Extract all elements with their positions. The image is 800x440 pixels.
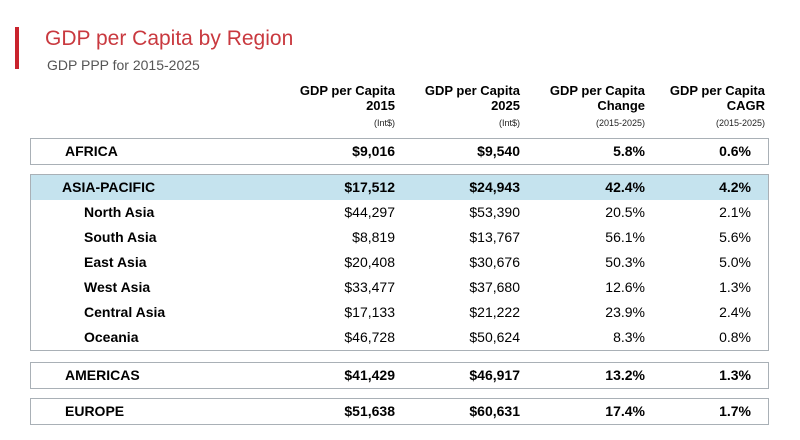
table-cell: 0.6% xyxy=(719,143,751,159)
table-cell: $8,819 xyxy=(352,229,395,245)
column-header-line2: 2025 xyxy=(491,98,520,113)
column-header-unit: (2015-2025) xyxy=(595,118,645,128)
table-cell: $9,540 xyxy=(477,143,520,159)
table-cell: $17,133 xyxy=(344,304,395,320)
column-header-gdp-2025: GDP per Capita 2025 (Int$) xyxy=(390,83,520,131)
column-header-unit: (2015-2025) xyxy=(715,118,765,128)
subregion-label: Oceania xyxy=(84,329,139,345)
region-block-africa: AFRICA $9,016 $9,540 5.8% 0.6% xyxy=(30,138,769,165)
table-cell: 42.4% xyxy=(605,179,645,195)
chart-subtitle: GDP PPP for 2015-2025 xyxy=(47,57,200,73)
table-cell: $13,767 xyxy=(469,229,520,245)
table-cell: $30,676 xyxy=(469,254,520,270)
region-row: AMERICAS $41,429 $46,917 13.2% 1.3% xyxy=(31,363,768,388)
region-label: EUROPE xyxy=(65,403,125,419)
subregion-label: East Asia xyxy=(84,254,147,270)
table-cell: $53,390 xyxy=(469,204,520,220)
table-cell: 1.3% xyxy=(719,367,751,383)
table-cell: 8.3% xyxy=(613,329,645,345)
column-header-line1: GDP per Capita xyxy=(669,83,765,98)
chart-title: GDP per Capita by Region xyxy=(45,27,294,50)
region-row: AFRICA $9,016 $9,540 5.8% 0.6% xyxy=(31,139,768,164)
column-header-unit: (Int$) xyxy=(373,118,395,128)
table-cell: $50,624 xyxy=(469,329,520,345)
table-cell: $51,638 xyxy=(344,403,395,419)
table-cell: 5.6% xyxy=(719,229,751,245)
table-cell: 1.3% xyxy=(719,279,751,295)
region-label: AFRICA xyxy=(65,143,118,159)
table-cell: $21,222 xyxy=(469,304,520,320)
subregion-label: West Asia xyxy=(84,279,151,295)
column-header-line2: CAGR xyxy=(726,98,765,113)
column-header-line2: 2015 xyxy=(366,98,395,113)
table-cell: $33,477 xyxy=(344,279,395,295)
region-block-americas: AMERICAS $41,429 $46,917 13.2% 1.3% xyxy=(30,362,769,389)
region-block-asia-pacific: ASIA-PACIFIC $17,512 $24,943 42.4% 4.2% North… xyxy=(30,174,769,351)
column-header-cagr: GDP per Capita CAGR (2015-2025) xyxy=(635,83,765,131)
table-cell: 23.9% xyxy=(605,304,645,320)
region-label: ASIA-PACIFIC xyxy=(62,179,156,195)
table-cell: $44,297 xyxy=(344,204,395,220)
column-header-line1: GDP per Capita xyxy=(424,83,520,98)
subregion-label: Central Asia xyxy=(84,304,166,320)
table-cell: 50.3% xyxy=(605,254,645,270)
subregion-row: South Asia $8,819 $13,767 56.1% 5.6% xyxy=(31,225,768,250)
title-accent-bar xyxy=(15,27,19,69)
table-cell: 5.8% xyxy=(613,143,645,159)
table-cell: 17.4% xyxy=(605,403,645,419)
table-cell: 2.1% xyxy=(719,204,751,220)
column-header-gdp-2015: GDP per Capita 2015 (Int$) xyxy=(265,83,395,131)
column-header-line2: Change xyxy=(597,98,645,113)
subregion-label: North Asia xyxy=(84,204,155,220)
subregion-row: Central Asia $17,133 $21,222 23.9% 2.4% xyxy=(31,300,768,325)
table-cell: $41,429 xyxy=(344,367,395,383)
table-cell: $37,680 xyxy=(469,279,520,295)
region-row: EUROPE $51,638 $60,631 17.4% 1.7% xyxy=(31,399,768,424)
column-header-change: GDP per Capita Change (2015-2025) xyxy=(515,83,645,131)
table-cell: $20,408 xyxy=(344,254,395,270)
column-header-line1: GDP per Capita xyxy=(549,83,645,98)
table-cell: $46,917 xyxy=(469,367,520,383)
column-header-unit: (Int$) xyxy=(498,118,520,128)
table-cell: 1.7% xyxy=(719,403,751,419)
region-block-europe: EUROPE $51,638 $60,631 17.4% 1.7% xyxy=(30,398,769,425)
table-cell: 56.1% xyxy=(605,229,645,245)
table-cell: 13.2% xyxy=(605,367,645,383)
subregion-row: East Asia $20,408 $30,676 50.3% 5.0% xyxy=(31,250,768,275)
region-row: ASIA-PACIFIC $17,512 $24,943 42.4% 4.2% xyxy=(31,175,768,200)
table-cell: $9,016 xyxy=(352,143,395,159)
subregion-row: Oceania $46,728 $50,624 8.3% 0.8% xyxy=(31,325,768,350)
subregion-row: North Asia $44,297 $53,390 20.5% 2.1% xyxy=(31,200,768,225)
subregion-label: South Asia xyxy=(84,229,157,245)
table-cell: $24,943 xyxy=(469,179,520,195)
table-cell: 20.5% xyxy=(605,204,645,220)
table-cell: 0.8% xyxy=(719,329,751,345)
table-cell: $17,512 xyxy=(344,179,395,195)
table-cell: 12.6% xyxy=(605,279,645,295)
table-cell: 2.4% xyxy=(719,304,751,320)
region-label: AMERICAS xyxy=(65,367,140,383)
table-cell: $46,728 xyxy=(344,329,395,345)
table-cell: 4.2% xyxy=(719,179,751,195)
table-cell: 5.0% xyxy=(719,254,751,270)
table-cell: $60,631 xyxy=(469,403,520,419)
subregion-row: West Asia $33,477 $37,680 12.6% 1.3% xyxy=(31,275,768,300)
column-header-line1: GDP per Capita xyxy=(299,83,395,98)
